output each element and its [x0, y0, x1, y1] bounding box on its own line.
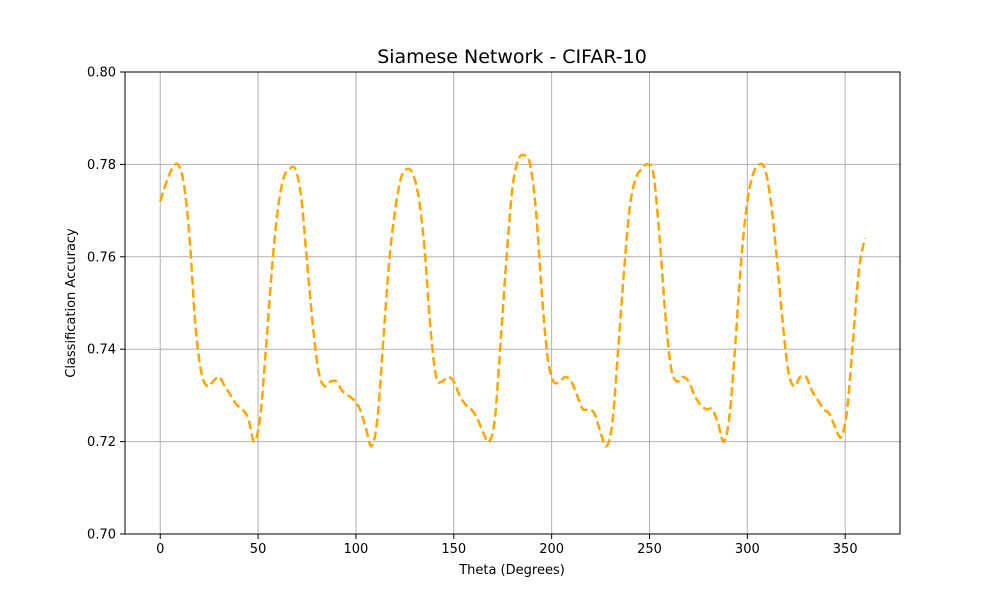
- x-tick-label: 200: [539, 542, 564, 557]
- y-tick-label: 0.76: [87, 250, 116, 265]
- x-tick-label: 300: [735, 542, 760, 557]
- x-tick-label: 150: [441, 542, 466, 557]
- y-tick-label: 0.72: [87, 435, 116, 450]
- y-tick-label: 0.70: [87, 528, 116, 543]
- y-axis-label: Classification Accuracy: [64, 228, 79, 378]
- chart-title: Siamese Network - CIFAR-10: [377, 46, 647, 68]
- series-line-0: [159, 153, 866, 448]
- x-tick-label: 0: [156, 542, 164, 557]
- x-tick-label: 100: [344, 542, 369, 557]
- x-tick-label: 250: [637, 542, 662, 557]
- y-tick-label: 0.78: [87, 158, 116, 173]
- plot-frame: [124, 71, 901, 535]
- y-tick-label: 0.80: [87, 66, 116, 81]
- grid-layer: [125, 71, 900, 535]
- ticks-layer: 0 50 100 150 200 250 300 350 0.70 0.72 0.74 0.76 0.7…: [87, 66, 858, 558]
- y-tick-label: 0.74: [87, 343, 116, 358]
- x-tick-label: 350: [833, 542, 858, 557]
- x-tick-label: 50: [250, 542, 267, 557]
- series-layer: [159, 153, 866, 448]
- x-axis-label: Theta (Degrees): [458, 563, 565, 578]
